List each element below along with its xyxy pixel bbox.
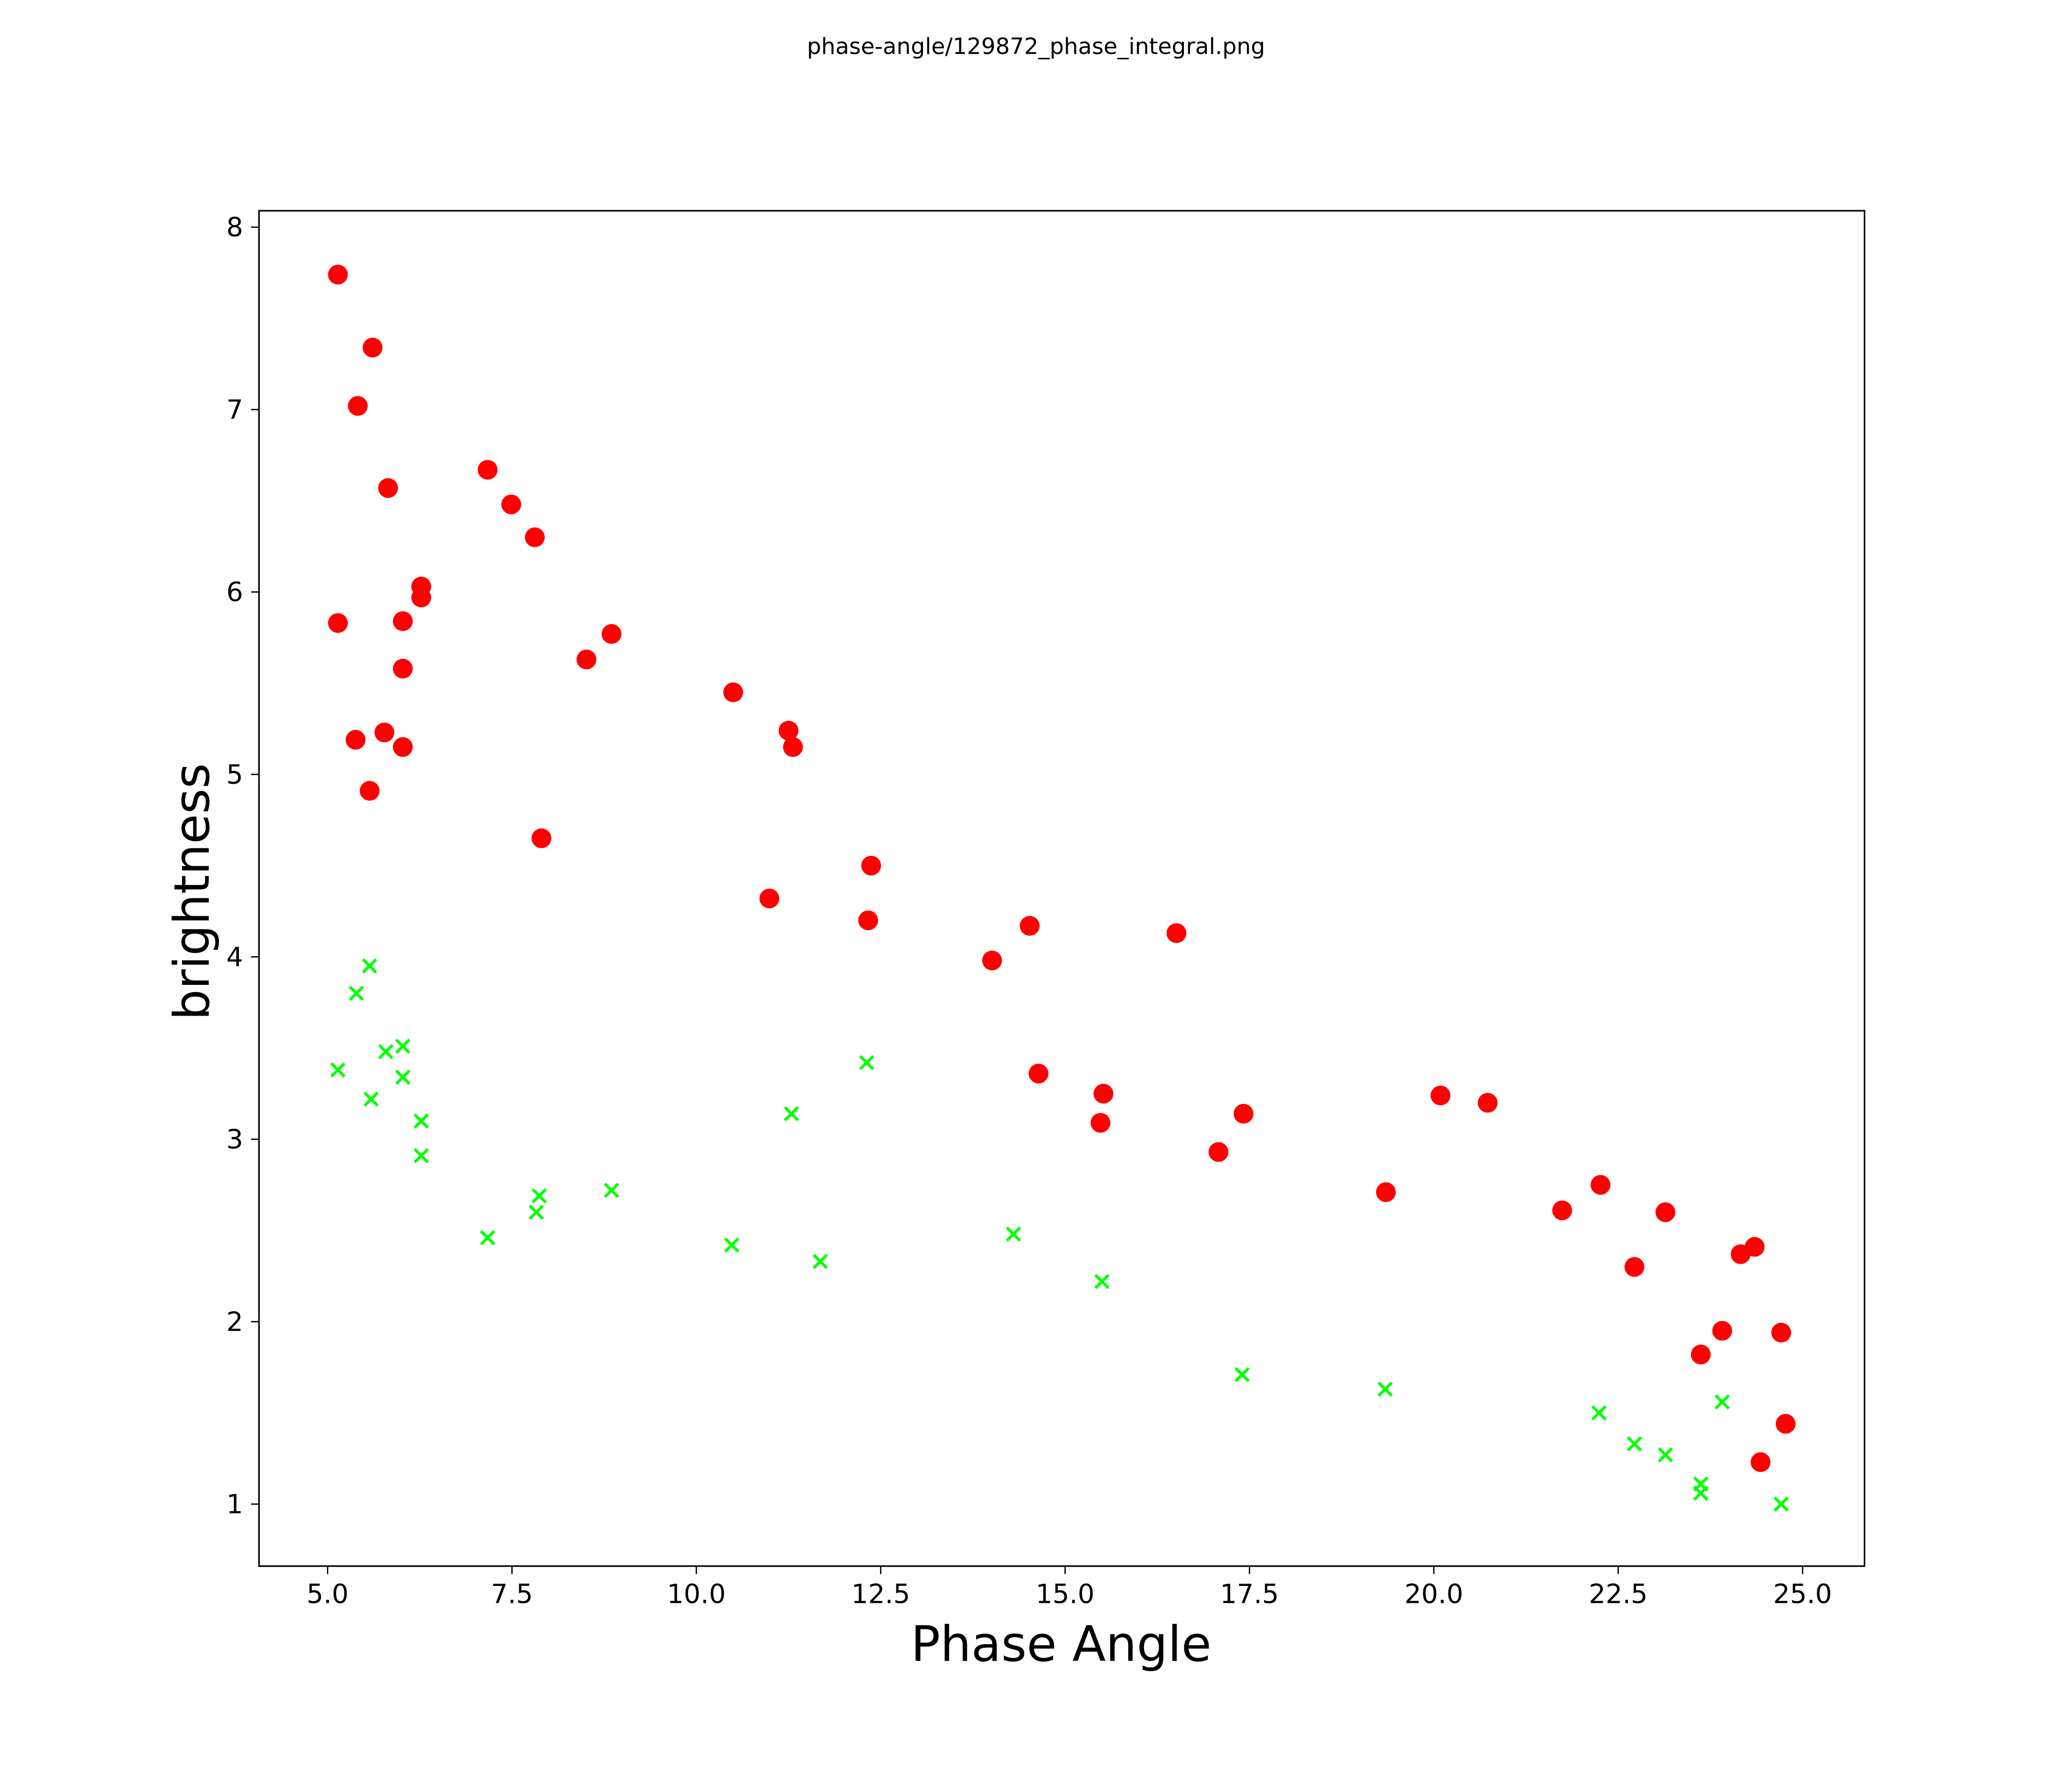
data-point (1655, 1202, 1676, 1222)
data-point (1020, 916, 1040, 936)
data-point (778, 720, 799, 741)
data-point (1552, 1200, 1572, 1221)
data-point (328, 264, 348, 285)
data-point (1691, 1344, 1711, 1364)
data-point (1773, 1496, 1789, 1512)
data-point (982, 951, 1002, 970)
data-point (525, 527, 545, 547)
data-point (362, 958, 378, 974)
plot-marks (328, 264, 1796, 1512)
data-point (378, 1044, 394, 1060)
data-point (411, 587, 431, 608)
data-point (1693, 1485, 1709, 1501)
data-point (413, 1113, 429, 1129)
data-point (1478, 1093, 1498, 1113)
data-point (724, 1237, 740, 1253)
data-point (1090, 1113, 1111, 1133)
y-axis: 1 2 3 4 5 6 7 8 (226, 212, 259, 1520)
data-point (1093, 1084, 1114, 1104)
data-point (348, 985, 364, 1001)
x-axis-label: Phase Angle (911, 1616, 1211, 1673)
chart-title: phase-angle/129872_phase_integral.png (807, 34, 1265, 60)
plot-frame (258, 210, 1866, 1567)
data-point (392, 737, 413, 757)
y-tick-label: 1 (226, 1489, 243, 1520)
data-point (348, 396, 368, 416)
y-tick-label: 3 (226, 1124, 243, 1155)
data-point (1233, 1104, 1254, 1124)
data-point (1166, 923, 1186, 943)
data-point (392, 611, 413, 631)
data-point (1626, 1436, 1642, 1452)
data-point (395, 1069, 411, 1085)
data-point (812, 1253, 828, 1269)
data-point (362, 338, 383, 358)
x-tick-label: 25.0 (1773, 1579, 1832, 1609)
data-point (1771, 1322, 1791, 1343)
data-point (532, 1188, 547, 1204)
y-tick-label: 6 (226, 577, 243, 608)
data-point (1624, 1257, 1645, 1277)
data-point (858, 910, 878, 931)
data-point (328, 613, 348, 633)
data-point (1006, 1226, 1021, 1242)
data-point (601, 624, 622, 644)
data-point (1430, 1085, 1450, 1106)
x-tick-label: 22.5 (1589, 1579, 1648, 1609)
data-point (480, 1230, 496, 1246)
data-point (861, 855, 881, 876)
data-point (378, 478, 398, 498)
data-point (360, 781, 380, 801)
x-axis: 5.0 7.5 10.0 12.5 15.0 17.5 20.0 22.5 25.0 (306, 1566, 1832, 1609)
y-tick-label: 2 (226, 1307, 243, 1338)
data-point (392, 658, 413, 679)
series-observed (328, 264, 1796, 1472)
data-point (783, 737, 803, 757)
data-point (604, 1182, 620, 1198)
data-point (501, 494, 521, 515)
data-point (1591, 1175, 1611, 1195)
y-tick-label: 5 (226, 760, 243, 790)
data-point (1730, 1244, 1751, 1264)
data-point (1714, 1394, 1730, 1410)
x-tick-label: 20.0 (1404, 1579, 1463, 1609)
data-point (477, 459, 498, 480)
data-point (1775, 1414, 1796, 1434)
data-point (395, 1039, 411, 1054)
x-tick-label: 17.5 (1220, 1579, 1279, 1609)
data-point (374, 722, 394, 743)
y-tick-label: 8 (226, 212, 243, 243)
series-model (330, 958, 1789, 1512)
data-point (531, 828, 552, 848)
data-point (1376, 1182, 1396, 1202)
data-point (1234, 1366, 1250, 1382)
data-point (576, 649, 597, 670)
x-tick-label: 5.0 (306, 1579, 348, 1609)
data-point (759, 888, 780, 909)
y-axis-label: brightness (163, 763, 221, 1021)
data-point (1377, 1381, 1393, 1397)
data-point (1028, 1064, 1049, 1084)
data-point (723, 682, 743, 702)
data-point (859, 1055, 875, 1070)
data-point (1094, 1274, 1110, 1289)
data-point (784, 1106, 799, 1121)
x-tick-label: 10.0 (667, 1579, 726, 1609)
data-point (345, 730, 366, 750)
data-point (363, 1091, 379, 1107)
data-point (1658, 1447, 1673, 1463)
y-tick-label: 7 (226, 395, 243, 426)
data-point (413, 1148, 429, 1163)
data-point (1591, 1405, 1607, 1421)
data-point (528, 1204, 544, 1220)
data-point (1750, 1452, 1771, 1472)
x-tick-label: 12.5 (851, 1579, 910, 1609)
data-point (1208, 1142, 1229, 1162)
y-tick-label: 4 (226, 942, 243, 973)
data-point (1712, 1320, 1732, 1341)
data-point (330, 1062, 346, 1078)
x-tick-label: 7.5 (491, 1579, 533, 1609)
x-tick-label: 15.0 (1035, 1579, 1094, 1609)
